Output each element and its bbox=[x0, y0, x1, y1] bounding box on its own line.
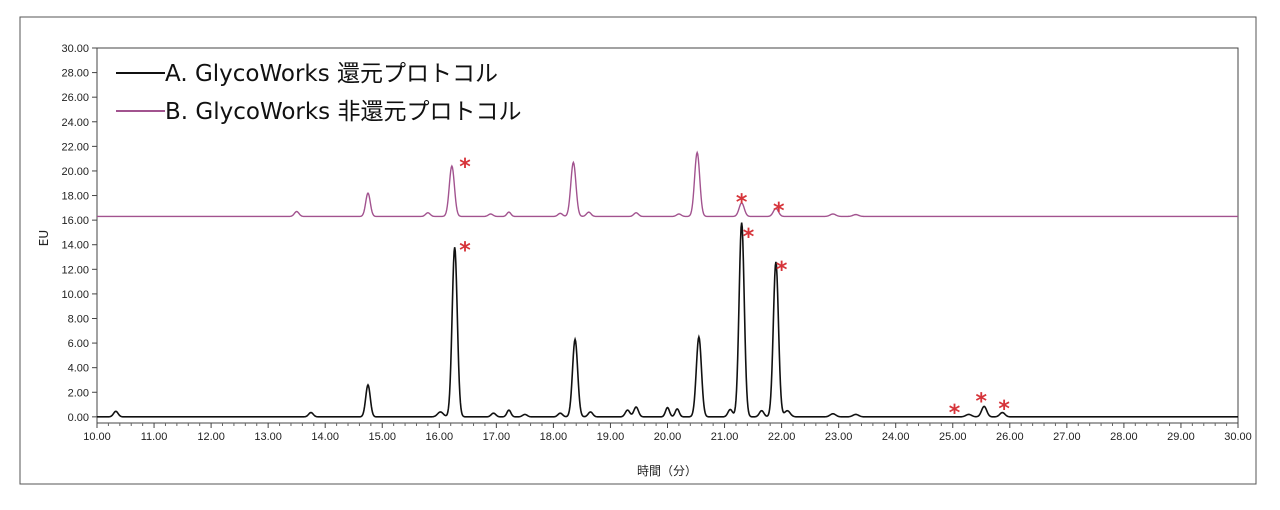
series-lines bbox=[97, 150, 1238, 418]
y-tick-label: 0.00 bbox=[68, 412, 89, 424]
y-tick-label: 10.00 bbox=[61, 289, 89, 301]
legend: A. GlycoWorks 還元プロトコル B. GlycoWorks 非還元プ… bbox=[116, 61, 521, 125]
x-tick-label: 24.00 bbox=[882, 431, 910, 443]
y-axis-title: EU bbox=[37, 230, 51, 246]
y-tick-label: 18.00 bbox=[61, 191, 89, 203]
outer-frame bbox=[19, 16, 1257, 485]
peak-star-marker: * bbox=[949, 401, 961, 426]
series-line-a bbox=[97, 222, 1238, 418]
x-tick-label: 28.00 bbox=[1110, 431, 1138, 443]
x-tick-label: 26.00 bbox=[996, 431, 1024, 443]
x-axis-title: 時間（分） bbox=[637, 464, 697, 478]
y-tick-label: 12.00 bbox=[61, 264, 89, 276]
peak-star-marker: * bbox=[998, 397, 1010, 422]
y-tick-label: 20.00 bbox=[61, 166, 89, 178]
y-tick-label: 28.00 bbox=[61, 68, 89, 80]
y-tick-label: 24.00 bbox=[61, 117, 89, 129]
x-tick-label: 16.00 bbox=[426, 431, 454, 443]
x-tick-label: 29.00 bbox=[1167, 431, 1195, 443]
x-tick-label: 27.00 bbox=[1053, 431, 1081, 443]
x-tick-label: 12.00 bbox=[197, 431, 225, 443]
x-tick-label: 11.00 bbox=[141, 431, 168, 443]
axes-group: 10.00 11.00 12.00 13.00 14.00 15.00 16.00 17.00… bbox=[61, 43, 1251, 443]
x-tick-label: 21.00 bbox=[711, 431, 739, 443]
x-tick-label: 17.00 bbox=[483, 431, 511, 443]
y-tick-label: 26.00 bbox=[61, 92, 89, 104]
peak-star-marker: * bbox=[736, 191, 748, 216]
y-tick-label: 4.00 bbox=[68, 363, 89, 375]
x-tick-label: 13.00 bbox=[254, 431, 282, 443]
y-tick-label: 8.00 bbox=[68, 313, 89, 325]
x-tick-label: 10.00 bbox=[83, 431, 111, 443]
peak-star-marker: * bbox=[773, 199, 785, 224]
x-tick-label: 14.00 bbox=[311, 431, 339, 443]
legend-label-b: B. GlycoWorks 非還元プロトコル bbox=[165, 99, 521, 125]
legend-label-a: A. GlycoWorks 還元プロトコル bbox=[165, 61, 498, 87]
y-tick-label: 2.00 bbox=[68, 387, 89, 399]
x-tick-label: 23.00 bbox=[825, 431, 853, 443]
peak-star-marker: * bbox=[459, 238, 471, 263]
x-tick-label: 25.00 bbox=[939, 431, 967, 443]
peak-star-marker: * bbox=[743, 225, 755, 250]
x-tick-label: 19.00 bbox=[597, 431, 625, 443]
y-tick-label: 22.00 bbox=[61, 141, 89, 153]
x-tick-label: 30.00 bbox=[1224, 431, 1252, 443]
y-tick-label: 30.00 bbox=[61, 43, 89, 55]
x-tick-label: 20.00 bbox=[654, 431, 682, 443]
y-tick-label: 6.00 bbox=[68, 338, 89, 350]
y-tick-label: 16.00 bbox=[61, 215, 89, 227]
x-tick-label: 15.00 bbox=[368, 431, 396, 443]
x-tick-label: 18.00 bbox=[540, 431, 568, 443]
series-line-b bbox=[97, 150, 1238, 218]
x-tick-label: 22.00 bbox=[768, 431, 796, 443]
peak-star-marker: * bbox=[976, 390, 988, 415]
y-tick-label: 14.00 bbox=[61, 240, 89, 252]
peak-star-marker: * bbox=[776, 258, 788, 283]
peak-annotations: * * * * * * * * * bbox=[459, 155, 1010, 426]
peak-star-marker: * bbox=[459, 155, 471, 180]
